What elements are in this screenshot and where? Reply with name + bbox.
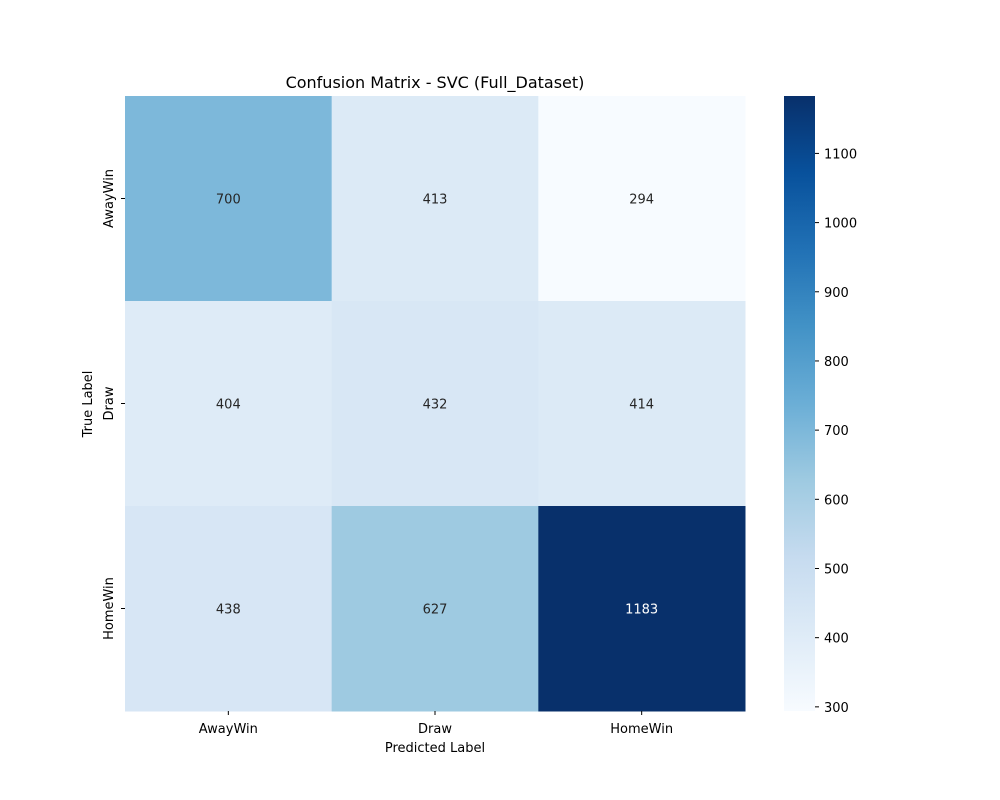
y-axis-label: True Label: [81, 371, 96, 439]
heatmap-cell: [538, 506, 746, 712]
colorbar-ticks: 300 400 500 600 700 800 900 1000 1100: [815, 147, 857, 716]
heatmap-cell-labels: 700 413 294 404 432 414 438 627 1183: [216, 193, 658, 618]
colorbar-tick-label: 600: [824, 493, 849, 508]
x-axis-label: Predicted Label: [385, 741, 485, 756]
heatmap-cell-value: 1183: [625, 603, 658, 618]
chart-title: Confusion Matrix - SVC (Full_Dataset): [286, 73, 585, 93]
x-tick-label: Draw: [418, 722, 452, 737]
x-tick-label: AwayWin: [199, 722, 258, 737]
colorbar-tick-label: 700: [824, 424, 849, 439]
heatmap-cell: [125, 96, 333, 302]
heatmap-cell: [538, 96, 746, 302]
colorbar-tick-label: 1100: [824, 147, 857, 162]
heatmap-cell: [331, 506, 539, 712]
heatmap-cell-value: 294: [629, 193, 654, 208]
y-tick-label: AwayWin: [102, 169, 117, 228]
colorbar: 300 400 500 600 700 800 900 1000 1100: [784, 96, 857, 716]
heatmap-cell-value: 404: [216, 398, 241, 413]
heatmap-cell-value: 627: [423, 603, 448, 618]
x-tick-label: HomeWin: [610, 722, 673, 737]
y-axis: AwayWin Draw HomeWin: [102, 169, 125, 640]
heatmap-cell-value: 700: [216, 193, 241, 208]
colorbar-tick-label: 900: [824, 286, 849, 301]
heatmap-cell: [331, 301, 539, 507]
heatmap-cells: [125, 96, 746, 712]
heatmap-cell: [125, 301, 333, 507]
heatmap-cell: [125, 506, 333, 712]
heatmap-cell-value: 432: [423, 398, 448, 413]
x-axis: AwayWin Draw HomeWin: [199, 711, 673, 737]
colorbar-tick-label: 800: [824, 355, 849, 370]
colorbar-tick-label: 1000: [824, 217, 857, 232]
colorbar-gradient: [784, 96, 815, 711]
y-tick-label: HomeWin: [102, 577, 117, 640]
heatmap-cell: [331, 96, 539, 302]
heatmap-cell-value: 438: [216, 603, 241, 618]
colorbar-tick-label: 500: [824, 562, 849, 577]
heatmap-cell-value: 413: [423, 193, 448, 208]
colorbar-tick-label: 300: [824, 701, 849, 716]
colorbar-tick-label: 400: [824, 632, 849, 647]
heatmap-cell-value: 414: [629, 398, 654, 413]
heatmap-cell: [538, 301, 746, 507]
y-tick-label: Draw: [102, 386, 117, 420]
